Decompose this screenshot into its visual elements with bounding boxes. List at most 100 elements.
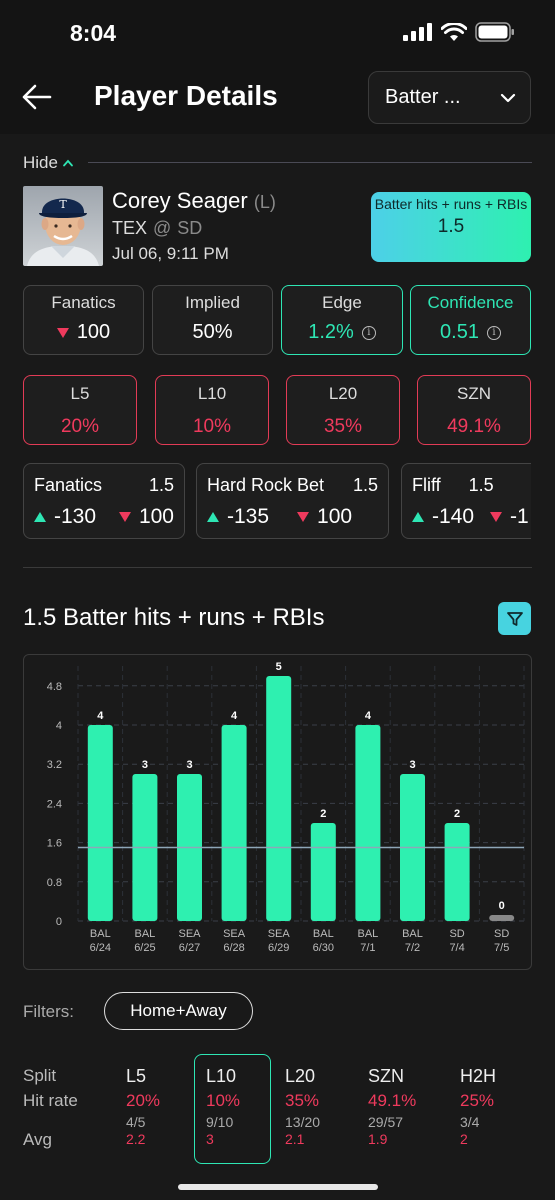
bar-value-label: 3 bbox=[409, 759, 415, 771]
book-card-fanatics[interactable]: Fanatics 1.5 -130 100 bbox=[23, 463, 185, 539]
x-tick-date: 7/4 bbox=[449, 942, 464, 954]
split-avg: 2.1 bbox=[285, 1131, 305, 1147]
bar bbox=[221, 725, 247, 921]
down-arrow-icon bbox=[297, 512, 310, 522]
stat-value: 100 bbox=[76, 321, 111, 343]
bar-value-label: 4 bbox=[97, 710, 104, 722]
hide-toggle[interactable]: Hide bbox=[23, 153, 74, 173]
book-name: Fanatics bbox=[34, 475, 103, 495]
y-tick-label: 4.8 bbox=[47, 681, 62, 693]
stat-card-confidence[interactable]: Confidence 0.51 i bbox=[410, 285, 531, 355]
book-name: Fliff bbox=[412, 475, 441, 495]
x-tick-date: 6/27 bbox=[179, 942, 200, 954]
split-frac: 4/5 bbox=[126, 1114, 146, 1130]
form-card-l10[interactable]: L10 10% bbox=[155, 375, 269, 445]
up-arrow-icon bbox=[34, 512, 46, 522]
split-column-h2h[interactable]: H2H 25% 3/4 2 bbox=[460, 1066, 496, 1147]
split-rate: 20% bbox=[126, 1091, 161, 1110]
section-divider bbox=[23, 567, 532, 568]
form-card-szn[interactable]: SZN 49.1% bbox=[417, 375, 531, 445]
chart-title: 1.5 Batter hits + runs + RBIs bbox=[23, 604, 325, 631]
game-time: Jul 06, 9:11 PM bbox=[112, 244, 229, 263]
battery-icon bbox=[475, 22, 514, 42]
form-value: 49.1% bbox=[447, 416, 501, 437]
form-label: SZN bbox=[457, 384, 491, 403]
hide-divider bbox=[88, 162, 532, 163]
x-tick-team: SEA bbox=[268, 928, 291, 940]
split-avg: 2 bbox=[460, 1131, 468, 1147]
team: TEX bbox=[112, 218, 148, 238]
form-label: L10 bbox=[197, 384, 227, 403]
down-arrow-icon bbox=[56, 327, 69, 338]
stat-value: 1.2% bbox=[308, 321, 354, 343]
page-title: Player Details bbox=[94, 80, 278, 111]
bar bbox=[489, 915, 515, 921]
x-tick-date: 7/1 bbox=[360, 942, 375, 954]
chart-filter-button[interactable] bbox=[498, 602, 531, 635]
home-away-filter[interactable]: Home+Away bbox=[104, 992, 253, 1030]
x-tick-team: BAL bbox=[313, 928, 334, 940]
prop-line: 1.5 bbox=[437, 216, 465, 237]
book-over: -135 bbox=[227, 505, 270, 528]
split-avg: 2.2 bbox=[126, 1131, 146, 1147]
form-value: 20% bbox=[60, 416, 100, 437]
split-name: SZN bbox=[368, 1066, 404, 1086]
stat-card-edge[interactable]: Edge 1.2% i bbox=[281, 285, 403, 355]
wifi-icon bbox=[441, 22, 467, 41]
split-column-l20[interactable]: L20 35% 13/20 2.1 bbox=[285, 1066, 320, 1147]
stat-label: Edge bbox=[322, 293, 362, 312]
info-icon[interactable]: i bbox=[486, 325, 501, 340]
back-button[interactable] bbox=[22, 84, 52, 110]
split-frac: 29/57 bbox=[368, 1114, 404, 1130]
book-under: -1 bbox=[510, 505, 529, 528]
x-tick-date: 6/25 bbox=[134, 942, 155, 954]
y-tick-label: 3.2 bbox=[47, 759, 62, 771]
split-frac: 3/4 bbox=[460, 1114, 480, 1130]
book-line: 1.5 bbox=[468, 475, 494, 495]
market-select-value: Batter ... bbox=[385, 86, 461, 108]
book-over: -130 bbox=[54, 505, 97, 528]
info-icon[interactable]: i bbox=[361, 325, 376, 340]
split-column-l10[interactable]: L10 10% 9/10 3 bbox=[206, 1066, 240, 1147]
bar-value-label: 4 bbox=[231, 710, 238, 722]
chevron-up-icon bbox=[63, 159, 73, 167]
book-card-fliff[interactable]: Fliff 1.5 -140 -1 bbox=[401, 463, 531, 539]
bar bbox=[310, 823, 336, 921]
form-label: L20 bbox=[328, 384, 358, 403]
split-column-szn[interactable]: SZN 49.1% 29/57 1.9 bbox=[368, 1066, 416, 1147]
hit-rate-row-label: Hit rate bbox=[23, 1091, 78, 1110]
filters-label: Filters: bbox=[23, 1002, 74, 1021]
player-hand: (L) bbox=[253, 192, 276, 212]
filter-icon bbox=[506, 611, 523, 626]
split-avg: 3 bbox=[206, 1131, 214, 1147]
player-name: Corey Seager (L) bbox=[112, 188, 276, 214]
y-tick-label: 4 bbox=[56, 720, 62, 732]
home-indicator[interactable] bbox=[178, 1184, 378, 1190]
x-tick-date: 6/29 bbox=[268, 942, 289, 954]
x-tick-team: SEA bbox=[223, 928, 246, 940]
split-name: H2H bbox=[460, 1066, 497, 1086]
split-rate: 25% bbox=[460, 1091, 495, 1110]
form-card-l5[interactable]: L5 20% bbox=[23, 375, 137, 445]
x-tick-team: BAL bbox=[358, 928, 379, 940]
prop-label: Batter hits + runs + RBIs bbox=[374, 196, 528, 212]
split-row-label: Split bbox=[23, 1066, 57, 1085]
form-card-l20[interactable]: L20 35% bbox=[286, 375, 400, 445]
split-selected-outline bbox=[194, 1054, 271, 1164]
at-sign: @ bbox=[153, 218, 172, 238]
down-arrow-icon bbox=[490, 512, 503, 522]
stat-card-implied: Implied 50% bbox=[152, 285, 273, 355]
x-tick-date: 7/5 bbox=[494, 942, 509, 954]
prop-badge[interactable]: Batter hits + runs + RBIs 1.5 bbox=[371, 192, 531, 262]
hide-label: Hide bbox=[23, 153, 58, 172]
split-column-l5[interactable]: L5 20% 4/5 2.2 bbox=[126, 1066, 160, 1147]
book-over: -140 bbox=[432, 505, 475, 528]
matchup: TEX @ SD bbox=[112, 218, 202, 239]
market-select[interactable]: Batter ... bbox=[368, 71, 531, 124]
split-rate: 10% bbox=[206, 1091, 241, 1110]
player-photo-icon: T bbox=[27, 198, 99, 266]
x-tick-date: 6/30 bbox=[313, 942, 334, 954]
book-card-hard-rock[interactable]: Hard Rock Bet 1.5 -135 100 bbox=[196, 463, 389, 539]
bar-value-label: 4 bbox=[365, 710, 372, 722]
chart-container: 0 0.8 1.6 2.4 3.2 4 4.8 4 BAL 6/24 3 BAL 6/25 3 SEA 6/2… bbox=[23, 654, 532, 970]
